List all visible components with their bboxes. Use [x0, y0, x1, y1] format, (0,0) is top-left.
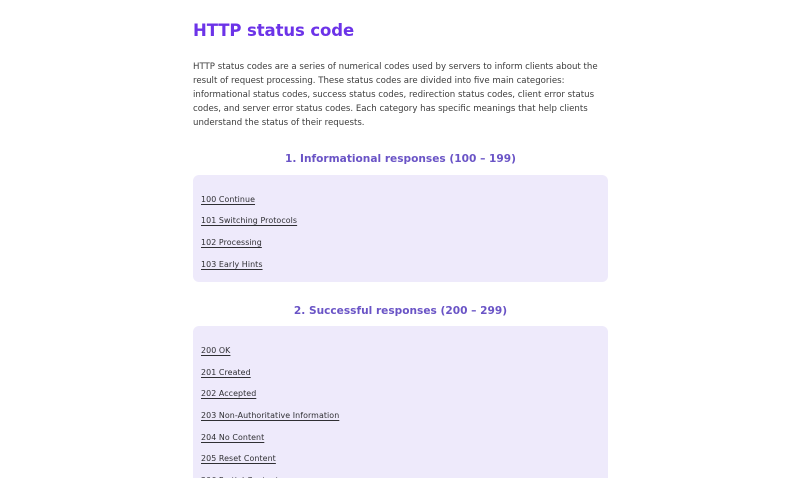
list-item: 206 Partial Content	[201, 470, 600, 478]
code-box-informational: 100 Continue 101 Switching Protocols 102…	[193, 174, 608, 282]
list-item: 203 Non-Authoritative Information	[201, 405, 600, 427]
status-code-list-successful: 200 OK 201 Created 202 Accepted 203 Non-…	[201, 340, 600, 478]
list-item: 102 Processing	[201, 232, 600, 254]
status-code-link[interactable]: 200 OK	[201, 346, 231, 356]
status-code-link[interactable]: 103 Early Hints	[201, 259, 263, 269]
page-title: HTTP status code	[193, 21, 355, 40]
status-code-link[interactable]: 202 Accepted	[201, 389, 257, 399]
status-code-link[interactable]: 102 Processing	[201, 237, 262, 247]
list-item: 201 Created	[201, 362, 600, 384]
document-content: HTTP status code HTTP status codes are a…	[193, 0, 608, 478]
list-item: 202 Accepted	[201, 383, 600, 405]
list-item: 204 No Content	[201, 427, 600, 449]
intro-paragraph: HTTP status codes are a series of numeri…	[193, 62, 598, 129]
list-item: 101 Switching Protocols	[201, 210, 600, 232]
status-code-link[interactable]: 203 Non-Authoritative Information	[201, 411, 340, 421]
section-heading-successful: 2. Successful responses (200 – 299)	[293, 304, 508, 317]
status-code-list-informational: 100 Continue 101 Switching Protocols 102…	[201, 189, 600, 270]
section-heading-informational: 1. Informational responses (100 – 199)	[284, 153, 517, 166]
list-item: 100 Continue	[201, 189, 600, 211]
list-item: 103 Early Hints	[201, 254, 600, 270]
status-code-link[interactable]: 201 Created	[201, 367, 251, 377]
status-code-link[interactable]: 101 Switching Protocols	[201, 216, 298, 226]
list-item: 200 OK	[201, 340, 600, 362]
list-item: 205 Reset Content	[201, 448, 600, 470]
status-code-link[interactable]: 204 No Content	[201, 432, 265, 442]
status-code-link[interactable]: 205 Reset Content	[201, 454, 276, 464]
status-code-link[interactable]: 100 Continue	[201, 194, 256, 204]
status-code-link[interactable]: 206 Partial Content	[201, 476, 279, 478]
code-box-successful: 200 OK 201 Created 202 Accepted 203 Non-…	[193, 326, 608, 478]
